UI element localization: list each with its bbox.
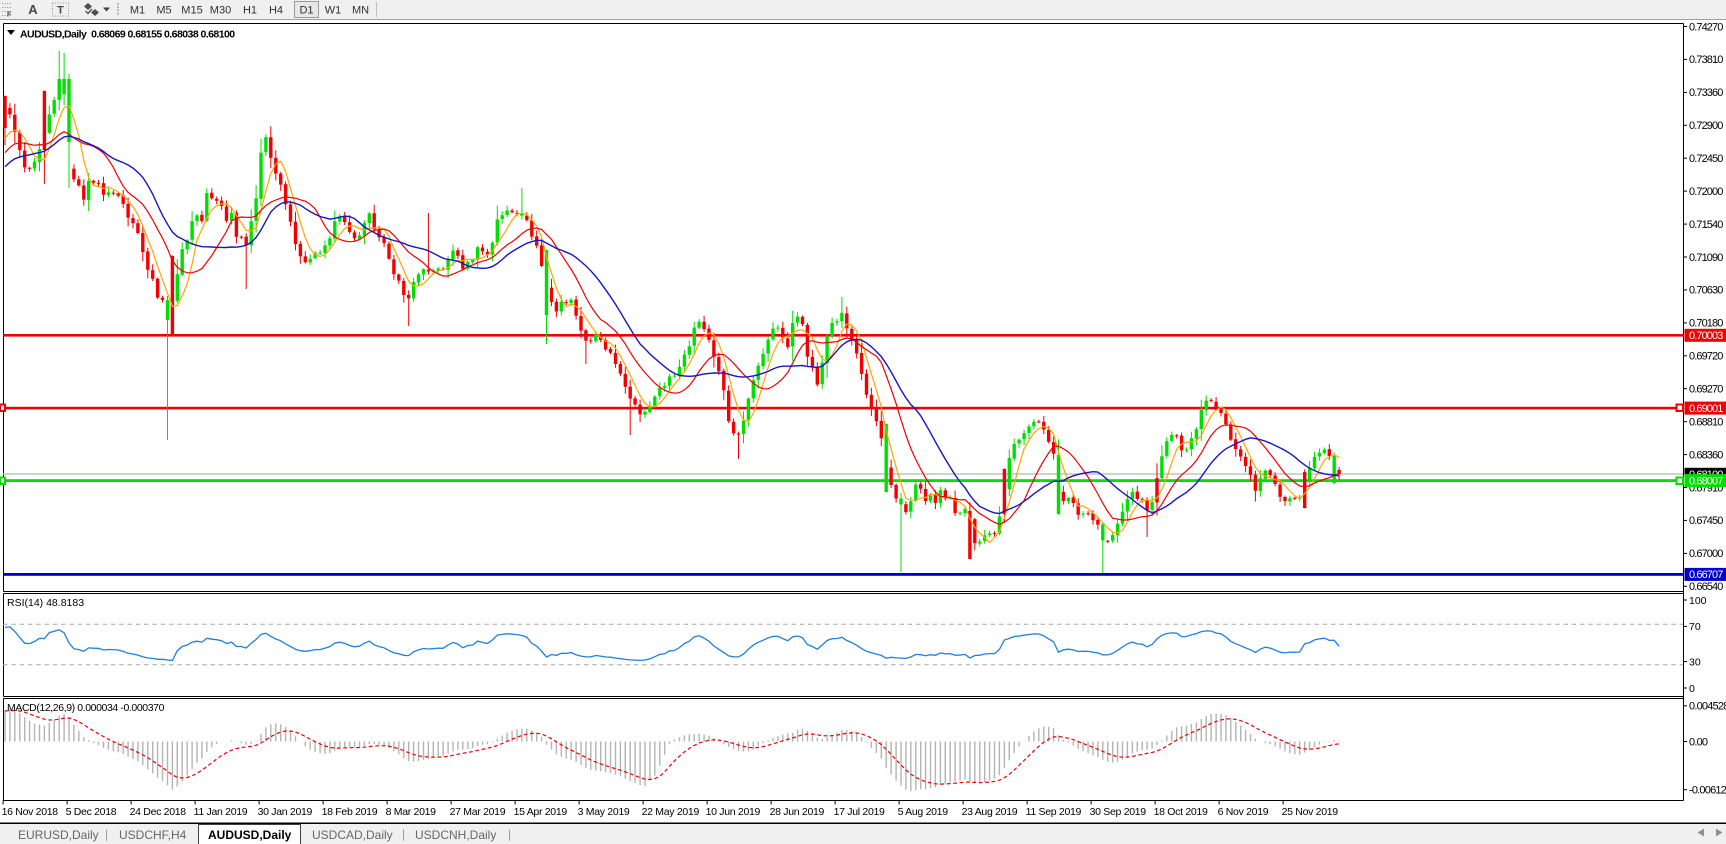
svg-text:RSI(14) 48.8183: RSI(14) 48.8183 <box>7 597 84 609</box>
svg-text:0.67000: 0.67000 <box>1689 548 1723 560</box>
svg-text:F: F <box>7 12 12 19</box>
svg-text:|: | <box>402 827 405 841</box>
svg-text:MACD(12,26,9) 0.000034 -0.0003: MACD(12,26,9) 0.000034 -0.000370 <box>7 702 165 714</box>
svg-text:16 Nov 2018: 16 Nov 2018 <box>2 806 59 818</box>
svg-text:30 Jan 2019: 30 Jan 2019 <box>258 806 313 818</box>
svg-text:W1: W1 <box>325 5 342 17</box>
svg-text:0.68360: 0.68360 <box>1689 449 1723 461</box>
svg-text:0.69270: 0.69270 <box>1689 384 1723 396</box>
svg-text:0.69720: 0.69720 <box>1689 351 1723 363</box>
svg-text:0.68810: 0.68810 <box>1689 417 1723 429</box>
svg-text:0.00: 0.00 <box>1689 736 1708 748</box>
svg-text:AUDUSD,Daily 0.68069 0.68155: AUDUSD,Daily 0.68069 0.68155 0.68038 0.6… <box>20 29 235 41</box>
svg-text:0.70180: 0.70180 <box>1689 318 1723 330</box>
svg-text:24 Dec 2018: 24 Dec 2018 <box>130 806 187 818</box>
svg-text:5 Dec 2018: 5 Dec 2018 <box>66 806 117 818</box>
svg-text:MN: MN <box>352 5 369 17</box>
svg-text:0.72000: 0.72000 <box>1689 186 1723 198</box>
svg-text:6 Nov 2019: 6 Nov 2019 <box>1218 806 1269 818</box>
svg-text:M1: M1 <box>130 5 145 17</box>
svg-text:0.74270: 0.74270 <box>1689 21 1723 33</box>
svg-text:A: A <box>28 2 38 17</box>
svg-text:M5: M5 <box>156 5 171 17</box>
svg-text:28 Jun 2019: 28 Jun 2019 <box>770 806 825 818</box>
svg-text:0.70630: 0.70630 <box>1689 285 1723 297</box>
svg-text:11 Sep 2019: 11 Sep 2019 <box>1026 806 1082 818</box>
svg-text:EURUSD,Daily: EURUSD,Daily <box>18 828 99 842</box>
svg-text:|: | <box>105 827 108 841</box>
svg-text:0.66707: 0.66707 <box>1689 569 1723 581</box>
svg-text:0.73360: 0.73360 <box>1689 87 1723 99</box>
svg-text:0.68007: 0.68007 <box>1689 475 1723 487</box>
svg-text:100: 100 <box>1689 595 1707 607</box>
svg-text:18 Feb 2019: 18 Feb 2019 <box>322 806 378 818</box>
svg-text:30 Sep 2019: 30 Sep 2019 <box>1090 806 1147 818</box>
svg-text:70: 70 <box>1689 621 1701 633</box>
svg-text:H4: H4 <box>269 5 283 17</box>
svg-text:H1: H1 <box>243 5 257 17</box>
svg-text:10 Jun 2019: 10 Jun 2019 <box>706 806 761 818</box>
svg-text:0.67450: 0.67450 <box>1689 515 1723 527</box>
svg-text:AUDUSD,Daily: AUDUSD,Daily <box>208 828 292 842</box>
svg-text:0.71540: 0.71540 <box>1689 219 1723 231</box>
svg-text:27 Mar 2019: 27 Mar 2019 <box>450 806 506 818</box>
svg-text:0.004528: 0.004528 <box>1689 701 1726 713</box>
svg-text:M30: M30 <box>210 5 231 17</box>
svg-text:T: T <box>57 5 64 17</box>
svg-text:USDCHF,H4: USDCHF,H4 <box>119 828 187 842</box>
svg-text:0.71090: 0.71090 <box>1689 252 1723 264</box>
svg-text:D1: D1 <box>299 5 313 17</box>
svg-text:USDCNH,Daily: USDCNH,Daily <box>415 828 496 842</box>
svg-text:5 Aug 2019: 5 Aug 2019 <box>898 806 949 818</box>
svg-text:0: 0 <box>1689 683 1695 695</box>
svg-text:0.73810: 0.73810 <box>1689 54 1723 66</box>
svg-text:17 Jul 2019: 17 Jul 2019 <box>834 806 885 818</box>
svg-text:0.70003: 0.70003 <box>1689 330 1723 342</box>
svg-text:18 Oct 2019: 18 Oct 2019 <box>1154 806 1208 818</box>
svg-text:-0.006122: -0.006122 <box>1689 785 1726 797</box>
svg-text:0.69001: 0.69001 <box>1689 403 1723 415</box>
svg-text:11 Jan 2019: 11 Jan 2019 <box>194 806 248 818</box>
svg-text:30: 30 <box>1689 656 1701 668</box>
svg-text:0.72900: 0.72900 <box>1689 120 1723 132</box>
svg-text:8 Mar 2019: 8 Mar 2019 <box>386 806 437 818</box>
svg-text:0.72450: 0.72450 <box>1689 153 1723 165</box>
svg-text:USDCAD,Daily: USDCAD,Daily <box>312 828 393 842</box>
svg-text:|: | <box>508 827 511 841</box>
svg-text:25 Nov 2019: 25 Nov 2019 <box>1282 806 1339 818</box>
svg-text:22 May 2019: 22 May 2019 <box>642 806 700 818</box>
svg-text:23 Aug 2019: 23 Aug 2019 <box>962 806 1018 818</box>
svg-text:0.66540: 0.66540 <box>1689 581 1723 593</box>
svg-text:3 May 2019: 3 May 2019 <box>578 806 630 818</box>
svg-text:M15: M15 <box>181 5 202 17</box>
svg-text:15 Apr 2019: 15 Apr 2019 <box>514 806 568 818</box>
